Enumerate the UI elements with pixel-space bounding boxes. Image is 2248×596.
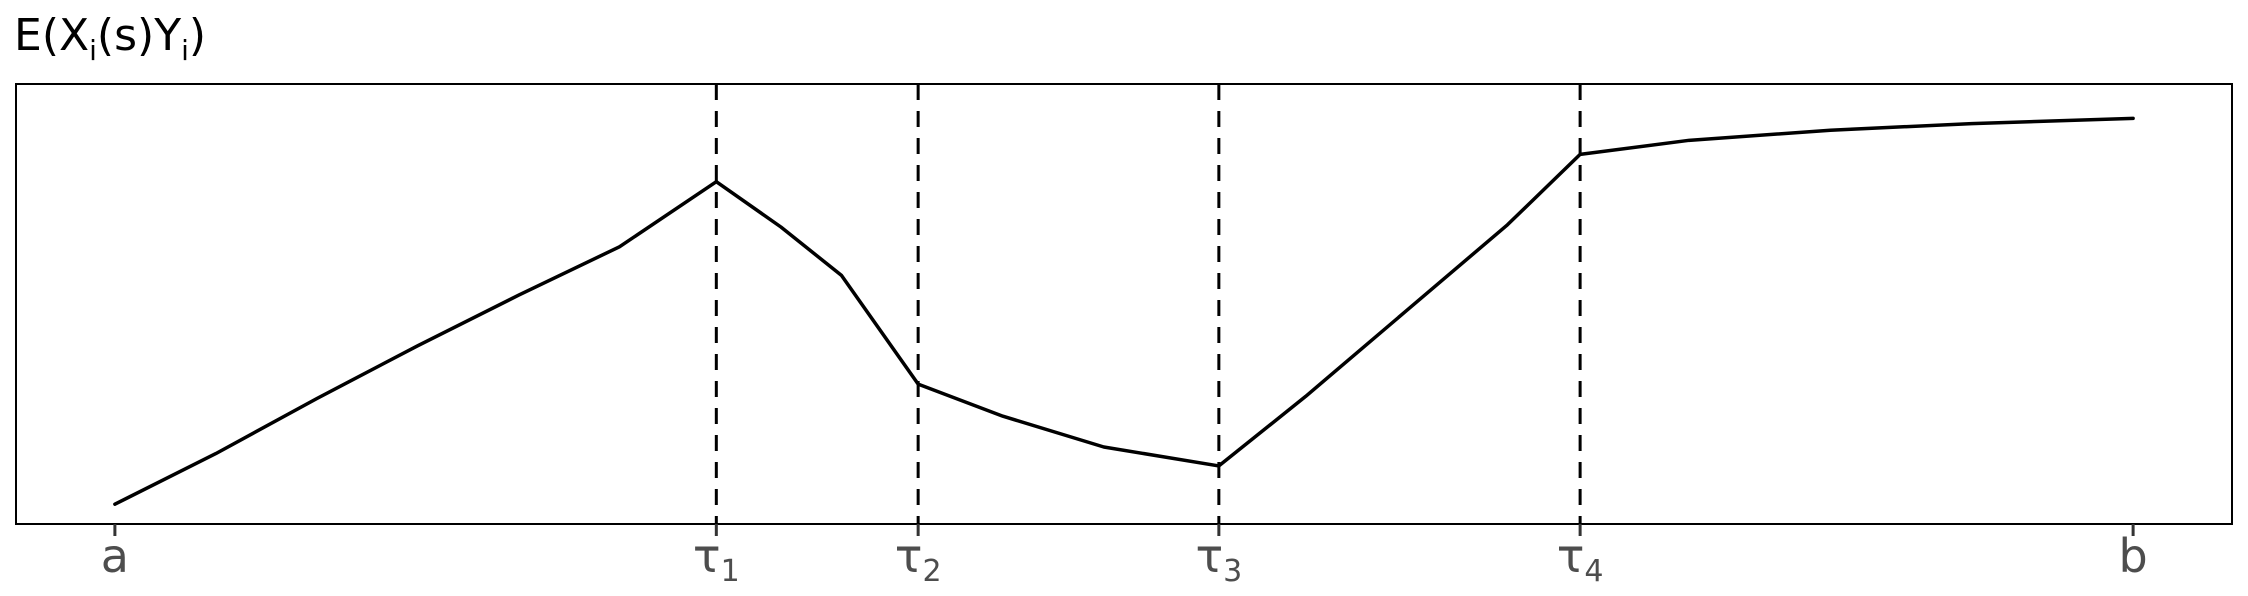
breakpoint-lines	[714, 84, 1582, 524]
series-group	[113, 116, 2135, 506]
plot-frame	[15, 83, 2233, 525]
x-tick-label-4: τ3	[1195, 529, 1242, 589]
chart-title: E(Xi(s)Yi)	[14, 14, 206, 65]
title-close-paren: )	[188, 10, 207, 61]
x-tick-label-2: τ1	[693, 529, 740, 589]
title-x-subscript: i	[89, 33, 97, 67]
title-base: E	[14, 10, 42, 61]
x-ticks	[113, 524, 2135, 536]
x-tick-labels: a τ1 τ2 τ3 τ4 b	[101, 529, 2148, 589]
x-tick-label-1: a	[101, 529, 129, 583]
title-x: X	[58, 10, 90, 61]
x-tick-label-6: b	[2119, 529, 2148, 583]
title-y-subscript: i	[181, 33, 189, 67]
series-line-1	[113, 116, 2135, 506]
title-y: Y	[154, 10, 182, 61]
x-tick-label-3: τ2	[895, 529, 942, 589]
title-open-paren: (	[41, 10, 59, 61]
title-mid: (s)	[96, 10, 155, 61]
x-tick-label-5: τ4	[1557, 529, 1604, 589]
